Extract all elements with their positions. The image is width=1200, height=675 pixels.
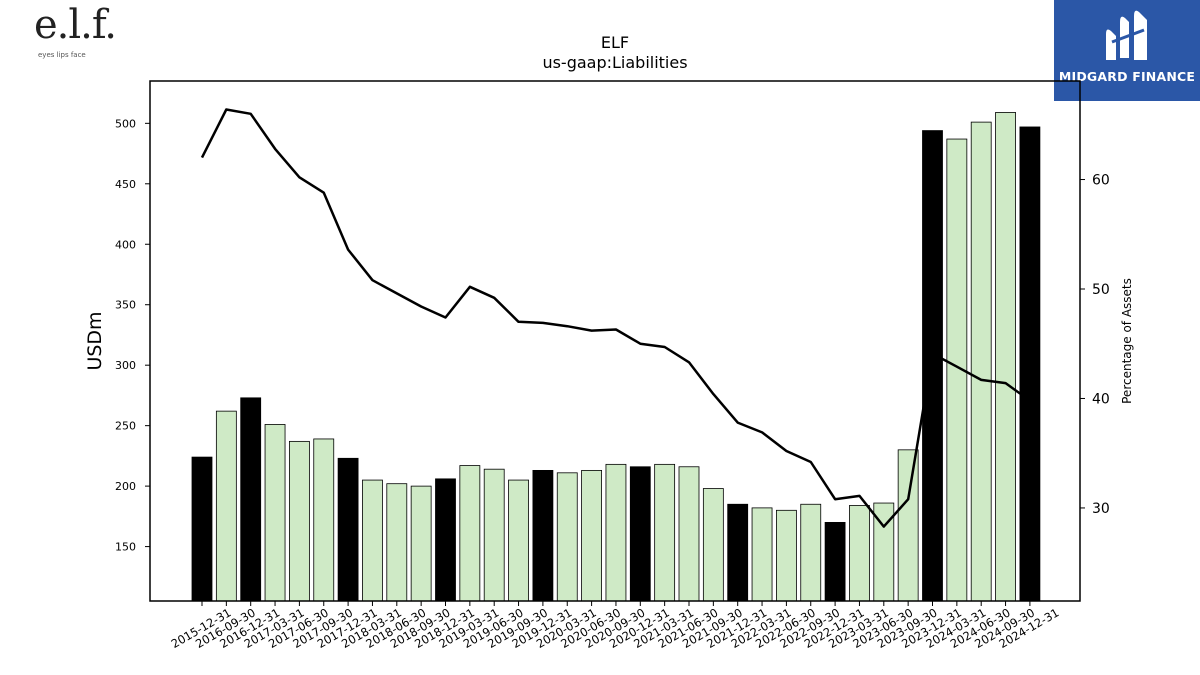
bar-2020-12-31: [629, 466, 651, 602]
bar-2018-12-31: [435, 478, 456, 602]
bar-2023-12-31: [922, 130, 943, 602]
y2-tick-label: 30: [1092, 501, 1110, 517]
y-tick-label: 150: [115, 541, 136, 554]
y-axis-label: USDm: [84, 311, 106, 370]
bar-2019-03-31: [459, 465, 481, 602]
y-axis-ticks: 150 200 250 300 350 400 450 500: [115, 117, 150, 554]
bar-2023-09-30: [897, 449, 919, 602]
bar-2022-09-30: [800, 503, 822, 602]
bar-2024-12-31: [1019, 126, 1041, 602]
bar-2017-12-31: [337, 457, 359, 602]
bar-2022-06-30: [776, 509, 797, 602]
y-tick-label: 450: [115, 178, 136, 191]
chart-title: ELF: [601, 33, 629, 52]
bar-2021-03-31: [654, 463, 676, 602]
y-tick-label: 400: [115, 238, 136, 251]
y2-tick-label: 60: [1092, 173, 1110, 189]
bar-2021-09-30: [702, 488, 724, 602]
percentage-of-assets-line: [200, 108, 1031, 528]
y2-axis-label: Percentage of Assets: [1120, 278, 1134, 404]
bar-2019-06-30: [483, 468, 505, 602]
y2-axis-ticks: 30 40 50 60: [1080, 173, 1110, 517]
bar-2017-03-31: [264, 424, 286, 602]
bar-2015-12-31: [191, 456, 213, 602]
midgard-logo-icon: [1106, 10, 1147, 61]
brand-badge: MIDGARD FINANCE: [1054, 0, 1200, 101]
y-tick-label: 300: [115, 359, 136, 372]
bar-2018-03-31: [362, 479, 383, 602]
elf-logo: e.l.f. eyes lips face: [30, 2, 117, 62]
y-tick-label: 500: [115, 117, 136, 130]
plot-frame: [149, 80, 1081, 602]
bar-2019-09-30: [508, 479, 529, 602]
elf-logo-tagline: eyes lips face: [38, 51, 86, 59]
bar-2020-09-30: [605, 463, 627, 602]
bar-2024-06-30: [970, 121, 992, 602]
bar-2023-03-31: [849, 505, 870, 602]
bar-series: [191, 112, 1041, 602]
y-tick-label: 350: [115, 299, 136, 312]
bar-2024-09-30: [995, 112, 1016, 602]
y-tick-label: 200: [115, 480, 136, 493]
brand-name: MIDGARD FINANCE: [1058, 69, 1196, 84]
bar-2020-06-30: [581, 469, 602, 602]
bar-2016-09-30: [215, 410, 237, 602]
bar-2020-03-31: [556, 472, 578, 602]
bar-2017-06-30: [288, 440, 310, 602]
elf-logo-mark: e.l.f.: [34, 2, 117, 48]
y2-tick-label: 40: [1092, 391, 1110, 407]
bar-2018-06-30: [386, 483, 408, 602]
y2-tick-label: 50: [1092, 282, 1110, 298]
bar-2019-12-31: [532, 469, 554, 602]
bar-2017-09-30: [313, 438, 335, 602]
bar-2021-12-31: [727, 503, 749, 602]
bar-2021-06-30: [678, 466, 700, 602]
bar-2022-12-31: [824, 521, 846, 602]
chart-subtitle: us-gaap:Liabilities: [542, 53, 687, 72]
y-tick-label: 250: [115, 420, 136, 433]
bar-2022-03-31: [751, 507, 773, 602]
x-axis-ticks: 2015-12-312016-09-302016-12-312017-03-31…: [169, 601, 1061, 651]
bar-2016-12-31: [240, 397, 262, 602]
bar-2018-09-30: [410, 485, 432, 602]
